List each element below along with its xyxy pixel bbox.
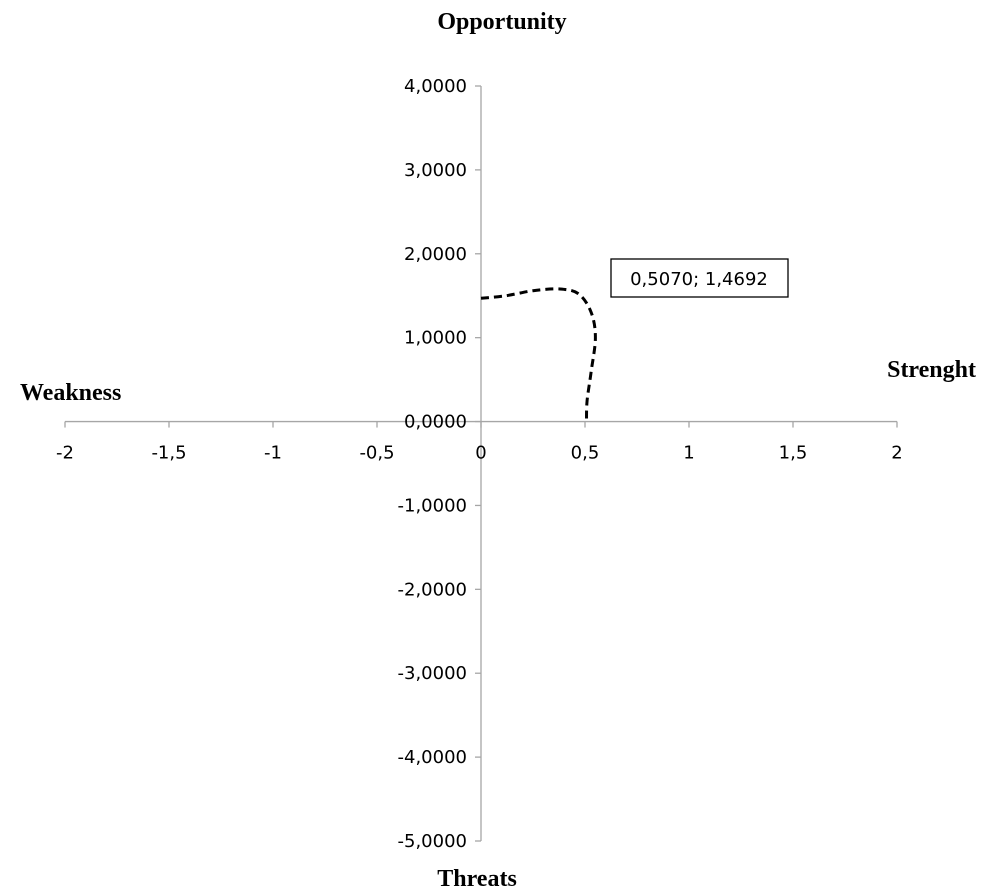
y-tick-label: 0,0000	[404, 412, 467, 433]
x-tick-label: 0	[475, 443, 486, 464]
y-tick-label: -2,0000	[398, 579, 467, 600]
quadrant-label-right: Strenght	[887, 357, 976, 383]
quadrant-label-bottom: Threats	[437, 866, 517, 892]
annotation-box	[610, 258, 789, 298]
x-tick-label: 1	[683, 443, 694, 464]
x-tick-label: -0,5	[359, 443, 394, 464]
y-tick-label: -5,0000	[398, 831, 467, 852]
y-tick-label: 1,0000	[404, 328, 467, 349]
series-layer	[480, 287, 597, 422]
y-tick-label: 4,0000	[404, 76, 467, 97]
x-tick-label: 1,5	[779, 443, 808, 464]
quadrant-label-top: Opportunity	[437, 9, 566, 35]
y-tick-label: -4,0000	[398, 747, 467, 768]
x-tick-label: -1	[264, 443, 282, 464]
quadrant-label-left: Weakness	[20, 380, 121, 406]
y-tick-label: -1,0000	[398, 495, 467, 516]
series-line	[480, 287, 597, 422]
y-tick-label: 2,0000	[404, 244, 467, 265]
x-tick-label: -2	[56, 443, 74, 464]
y-axis-ticks: 4,0000 3,0000 2,0000 1,0000 0,0000 -1,0000 -2,…	[398, 76, 481, 852]
x-tick-label: -1,5	[151, 443, 186, 464]
x-axis-ticks: -2 -1,5 -1 -0,5 0 0,5 1 1,5 2	[56, 421, 903, 464]
data-label-annotation: 0,5070; 1,4692	[610, 258, 789, 298]
x-tick-label: 2	[891, 443, 902, 464]
annotation-text: 0,5070; 1,4692	[630, 269, 768, 290]
y-tick-label: -3,0000	[398, 663, 467, 684]
y-tick-label: 3,0000	[404, 160, 467, 181]
x-tick-label: 0,5	[571, 443, 600, 464]
